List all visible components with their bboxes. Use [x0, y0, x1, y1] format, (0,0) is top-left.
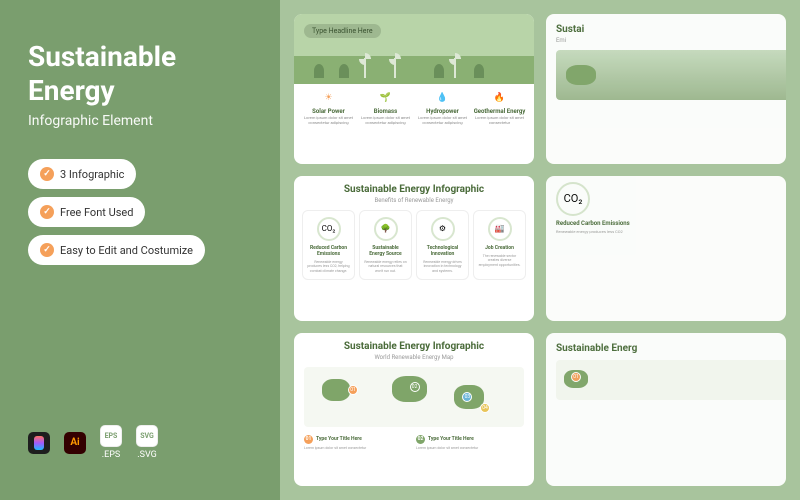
card-subtitle: Benefits of Renewable Energy	[294, 197, 534, 204]
type-hydro: 💧HydropowerLorem ipsum dolor sit amet co…	[416, 90, 469, 126]
main-title: Sustainable Energy	[28, 40, 252, 107]
preview-card-6-partial: Sustainable Energ 01	[546, 333, 786, 486]
map-pin-4: 04	[480, 403, 490, 413]
fire-icon: 🔥	[492, 90, 508, 106]
pill-label: Free Font Used	[60, 206, 133, 219]
pill-font: ✓ Free Font Used	[28, 197, 145, 227]
benefit-columns: CO₂Reduced Carbon EmissionsRenewable ene…	[294, 210, 534, 289]
preview-card-2-partial: Sustai Emi	[546, 14, 786, 164]
partial-title: Sustai	[546, 14, 786, 37]
format-svg: SVG .SVG	[136, 425, 158, 460]
map-pin-icon: 01	[571, 372, 581, 382]
factory-icon: 🏭	[488, 217, 512, 241]
partial-map: 01	[556, 360, 786, 400]
ai-icon: Ai	[64, 432, 86, 454]
eps-icon: EPS	[100, 425, 122, 447]
tree-icon: 🌳	[374, 217, 398, 241]
card-title: Sustainable Energy Infographic	[294, 176, 534, 197]
map-pin-1: 01	[348, 385, 358, 395]
partial-sub: Emi	[546, 37, 786, 44]
format-label: .SVG	[137, 450, 157, 460]
type-biomass: 🌱BiomassLorem ipsum dolor sit amet conse…	[359, 90, 412, 126]
headline-tag: Type Headline Here	[304, 24, 381, 38]
hero-illustration: Type Headline Here	[294, 14, 534, 84]
preview-grid: Type Headline Here ☀Solar PowerLorem ips…	[280, 0, 800, 500]
type-geo: 🔥Geothermal EnergyLorem ipsum dolor sit …	[473, 90, 526, 126]
gear-icon: ⚙	[431, 217, 455, 241]
format-eps: EPS .EPS	[100, 425, 122, 460]
main-subtitle: Infographic Element	[28, 113, 252, 129]
map-pin-2: 02	[410, 382, 420, 392]
leaf-icon: 🌱	[378, 90, 394, 106]
sun-icon: ☀	[321, 90, 337, 106]
preview-card-5: Sustainable Energy Infographic World Ren…	[294, 333, 534, 486]
co2-ring-icon: CO₂	[556, 182, 590, 216]
svg-icon: SVG	[136, 425, 158, 447]
pill-count: ✓ 3 Infographic	[28, 159, 136, 189]
partial-title: Sustainable Energ	[546, 333, 786, 356]
pill-label: 3 Infographic	[60, 168, 124, 181]
format-ai: Ai	[64, 432, 86, 454]
partial-col-desc: Renewable energy produces less CO2	[556, 229, 786, 234]
col-jobs: 🏭Job CreationThe renewable sector create…	[473, 210, 526, 281]
col-emissions: CO₂Reduced Carbon EmissionsRenewable ene…	[302, 210, 355, 281]
format-label: .EPS	[102, 450, 121, 460]
partial-col-title: Reduced Carbon Emissions	[556, 220, 786, 227]
world-map: 01 02 03 04	[304, 367, 524, 427]
preview-card-4-partial: CO₂ Reduced Carbon Emissions Renewable e…	[546, 176, 786, 321]
format-figma	[28, 432, 50, 454]
check-icon: ✓	[40, 205, 54, 219]
col-source: 🌳Sustainable Energy SourceRenewable ener…	[359, 210, 412, 281]
legend-2: 02Type Your Title HereLorem ipsum dolor …	[416, 435, 524, 450]
figma-icon	[28, 432, 50, 454]
type-solar: ☀Solar PowerLorem ipsum dolor sit amet c…	[302, 90, 355, 126]
preview-card-1: Type Headline Here ☀Solar PowerLorem ips…	[294, 14, 534, 164]
pill-label: Easy to Edit and Costumize	[60, 244, 193, 257]
check-icon: ✓	[40, 167, 54, 181]
partial-map	[556, 50, 786, 100]
co2-icon: CO₂	[317, 217, 341, 241]
energy-types-row: ☀Solar PowerLorem ipsum dolor sit amet c…	[294, 84, 534, 132]
feature-pills: ✓ 3 Infographic ✓ Free Font Used ✓ Easy to …	[28, 159, 252, 265]
left-panel: Sustainable Energy Infographic Element ✓…	[0, 0, 280, 500]
water-icon: 💧	[435, 90, 451, 106]
col-innovation: ⚙Technological InnovationRenewable energ…	[416, 210, 469, 281]
check-icon: ✓	[40, 243, 54, 257]
pill-edit: ✓ Easy to Edit and Costumize	[28, 235, 205, 265]
map-legend-row: 01Type Your Title HereLorem ipsum dolor …	[294, 431, 534, 454]
card-title: Sustainable Energy Infographic	[294, 333, 534, 354]
legend-1: 01Type Your Title HereLorem ipsum dolor …	[304, 435, 412, 450]
preview-card-3: Sustainable Energy Infographic Benefits …	[294, 176, 534, 321]
card-subtitle: World Renewable Energy Map	[294, 354, 534, 361]
format-row: Ai EPS .EPS SVG .SVG	[28, 425, 252, 460]
